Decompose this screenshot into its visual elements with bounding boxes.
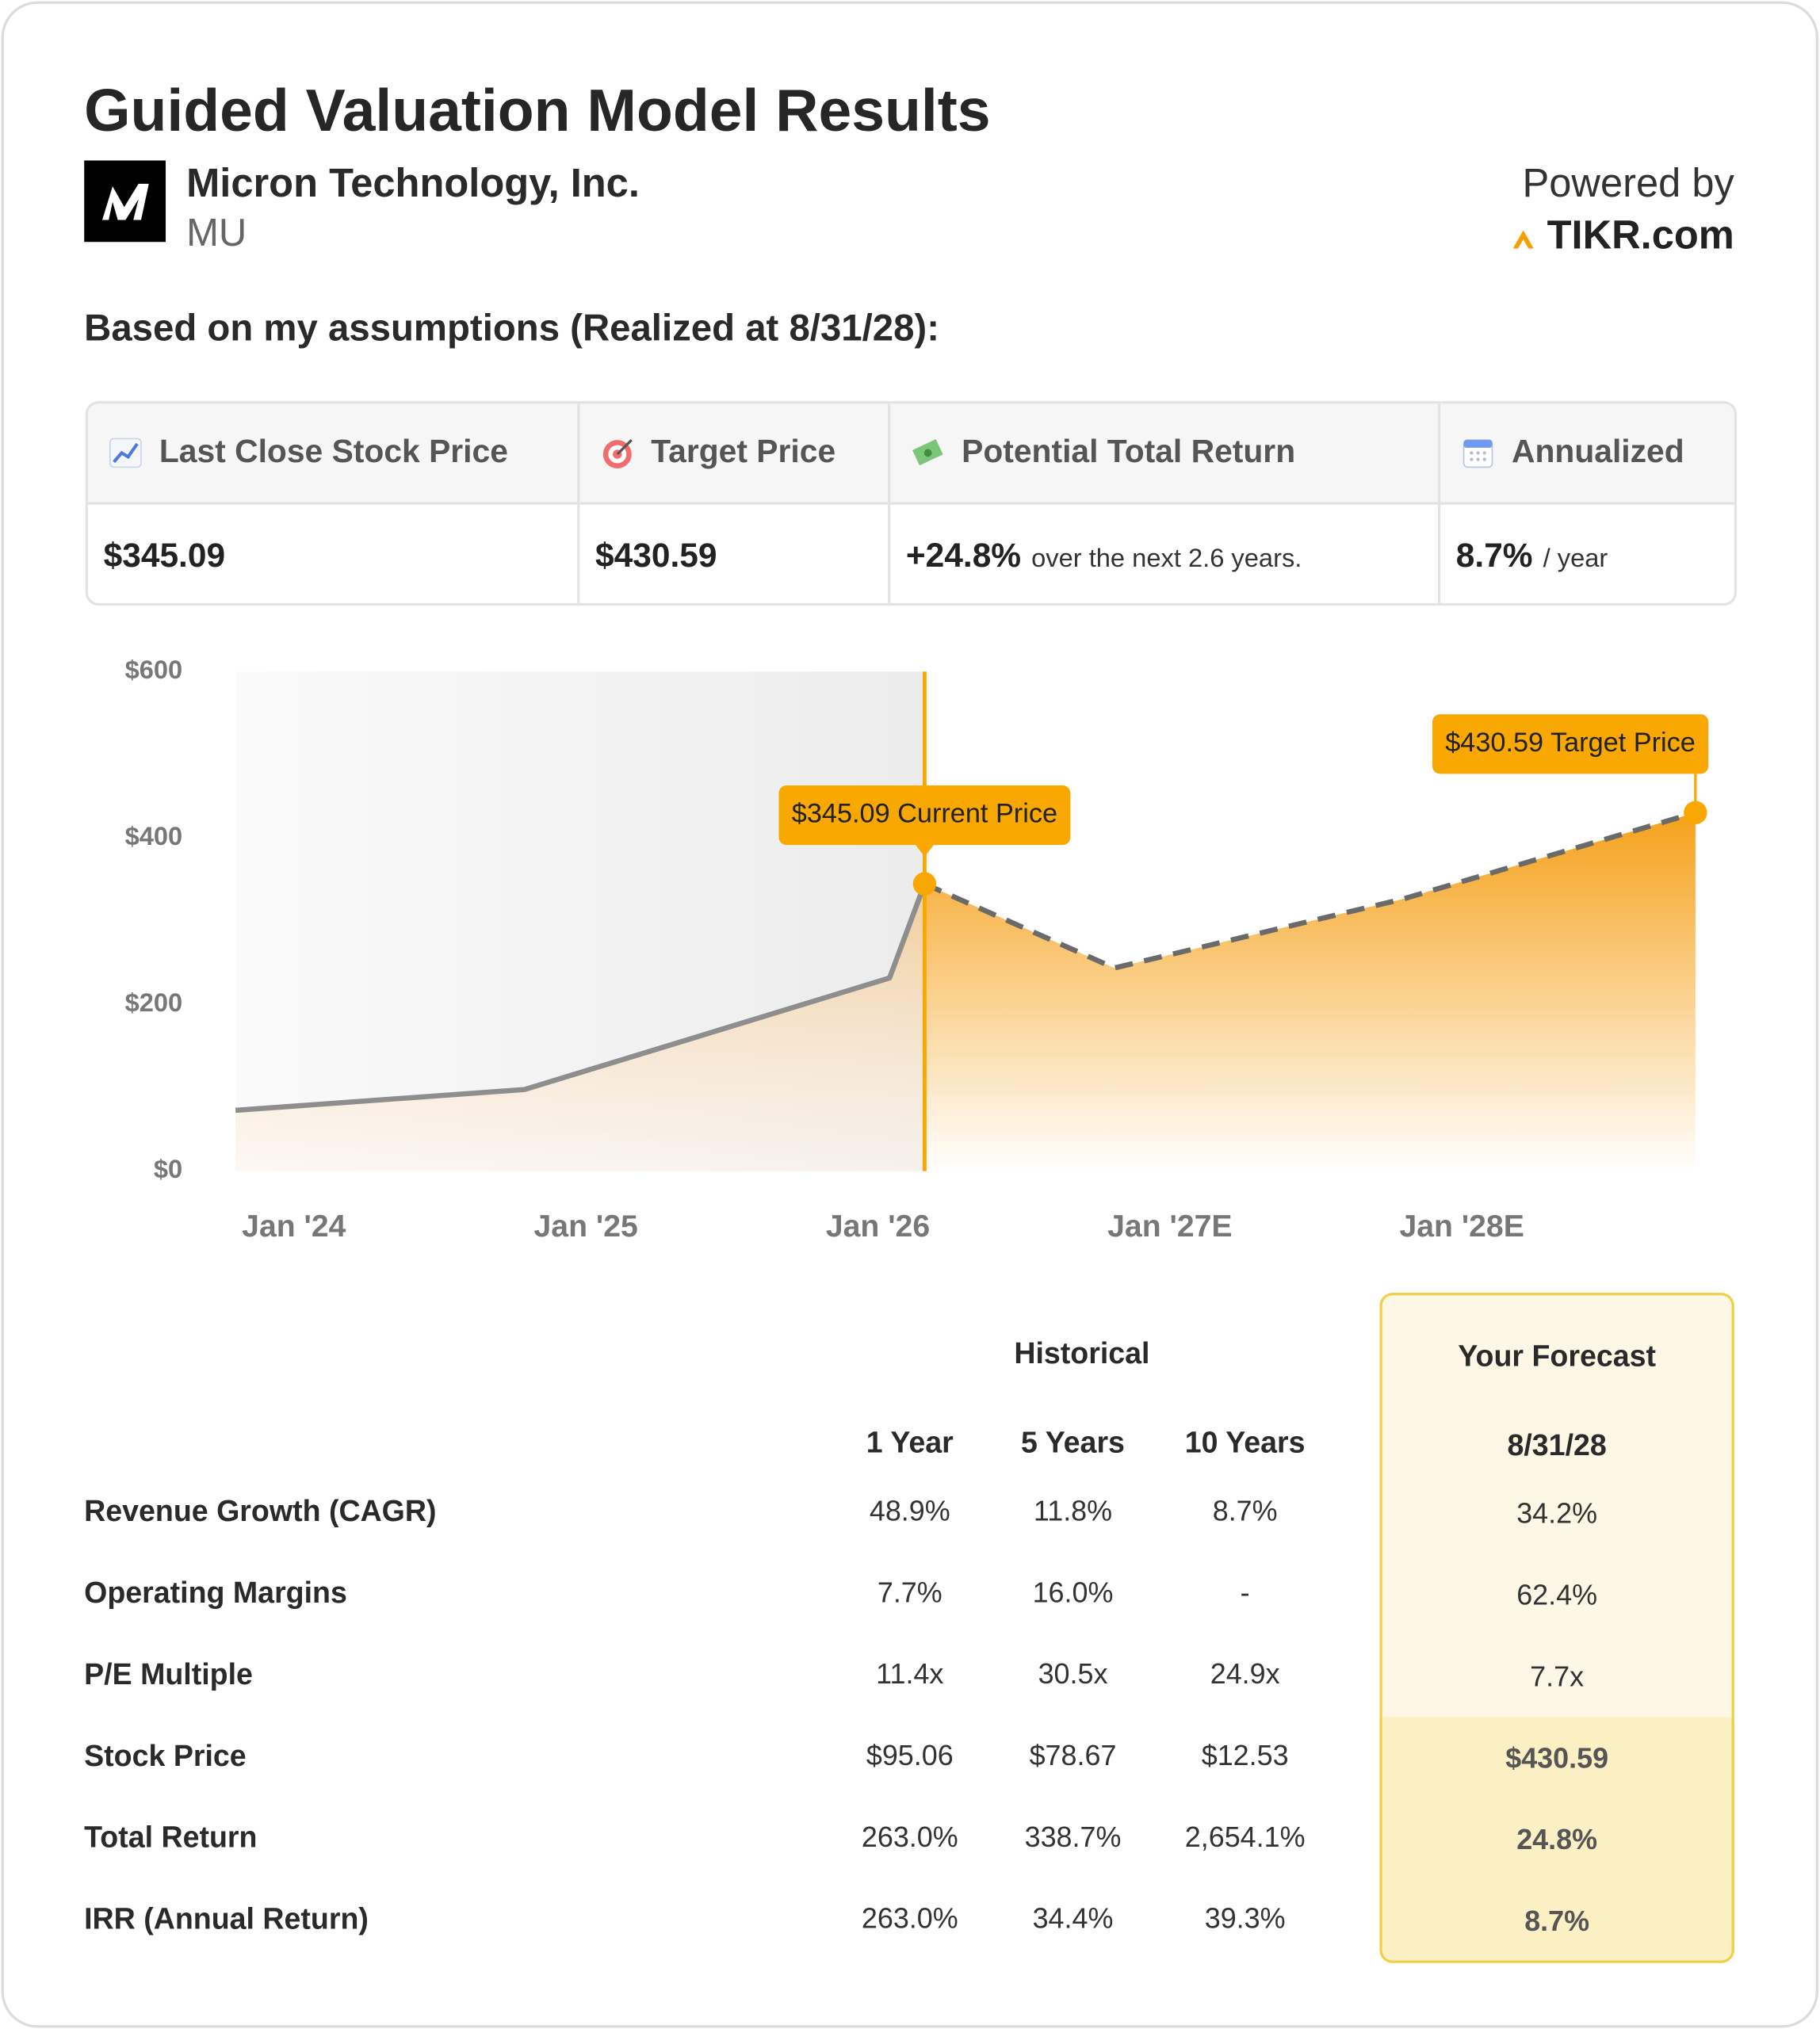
summary-icon bbox=[1462, 439, 1493, 468]
row-label: Operating Margins bbox=[84, 1575, 347, 1610]
callout-text: $430.59 Target Price bbox=[1445, 728, 1696, 758]
table-cell: 30.5x bbox=[1038, 1657, 1108, 1691]
summary-value-row: $430.59 bbox=[595, 536, 717, 576]
y-tick-label: $200 bbox=[125, 988, 183, 1017]
summary-label: Last Close Stock Price bbox=[159, 433, 508, 470]
column-header: 8/31/28 bbox=[1507, 1427, 1607, 1462]
callout-box bbox=[1432, 714, 1709, 774]
y-tick-label: $400 bbox=[125, 821, 183, 850]
forecast-band bbox=[1382, 1717, 1732, 1961]
table-cell: 34.4% bbox=[1032, 1902, 1114, 1935]
callout-box bbox=[778, 785, 1071, 846]
y-tick-label: $0 bbox=[154, 1154, 182, 1183]
summary-header bbox=[88, 403, 1734, 505]
column-header: 10 Years bbox=[1184, 1425, 1306, 1459]
table-cell: 11.8% bbox=[1033, 1494, 1113, 1527]
assumptions-heading: Based on my assumptions (Realized at 8/3… bbox=[84, 308, 939, 350]
table-cell: 263.0% bbox=[861, 1821, 958, 1854]
callout-text: $345.09 Current Price bbox=[792, 799, 1057, 829]
y-tick-label: $600 bbox=[125, 655, 183, 684]
summary-value: +24.8% bbox=[905, 535, 1022, 575]
summary-value-row: $345.09 bbox=[104, 536, 225, 576]
x-tick-label: Jan '27E bbox=[1107, 1209, 1232, 1244]
summary-icon bbox=[602, 438, 633, 469]
table-cell: 48.9% bbox=[869, 1494, 950, 1527]
forecast-cell: 62.4% bbox=[1516, 1578, 1598, 1611]
brand: TIKR.com bbox=[1511, 212, 1734, 259]
summary-value: $430.59 bbox=[595, 535, 717, 575]
historical-heading: Historical bbox=[1014, 1335, 1150, 1370]
row-label: Total Return bbox=[84, 1820, 258, 1854]
summary-value: $345.09 bbox=[103, 535, 226, 575]
callout: $430.59 Target Price bbox=[1432, 714, 1709, 813]
summary-label: Annualized bbox=[1511, 433, 1684, 470]
line bbox=[923, 810, 1696, 971]
point bbox=[912, 872, 937, 896]
table-cell: $95.06 bbox=[866, 1739, 954, 1772]
line bbox=[235, 882, 927, 1114]
x-tick-label: Jan '28E bbox=[1399, 1209, 1524, 1244]
forecast-cell: 34.2% bbox=[1516, 1497, 1598, 1530]
forecast-cell: 8.7% bbox=[1524, 1905, 1590, 1938]
table-cell: 11.4x bbox=[876, 1657, 944, 1691]
forecast-cell: $430.59 bbox=[1505, 1741, 1609, 1775]
summary-label: Target Price bbox=[651, 433, 836, 470]
company-name: Micron Technology, Inc. bbox=[186, 160, 640, 206]
row-label: IRR (Annual Return) bbox=[84, 1901, 369, 1935]
summary-box: Last Close Stock Price $345.09 Target Pric… bbox=[85, 401, 1738, 606]
summary-divider bbox=[888, 403, 891, 603]
chart: $0 $200 $400 $600 Jan '24 Jan '25 Jan '26 Jan '… bbox=[125, 655, 1709, 1244]
column-header: 1 Year bbox=[866, 1425, 954, 1459]
summary-label: Potential Total Return bbox=[962, 433, 1296, 470]
table-cell: $12.53 bbox=[1201, 1739, 1289, 1772]
row-label: Stock Price bbox=[84, 1738, 247, 1772]
summary-note: / year bbox=[1543, 545, 1608, 574]
row-label: Revenue Growth (CAGR) bbox=[84, 1493, 437, 1528]
ticker: MU bbox=[186, 212, 247, 255]
callout: $345.09 Current Price bbox=[778, 785, 1071, 857]
table-cell: 263.0% bbox=[861, 1902, 958, 1935]
forecast-cell: 7.7x bbox=[1530, 1660, 1585, 1693]
table-cell: 338.7% bbox=[1024, 1821, 1122, 1854]
column-header: 5 Years bbox=[1021, 1425, 1125, 1459]
summary-value-row: 8.7% / year bbox=[1456, 536, 1608, 576]
brand-icon bbox=[1513, 230, 1535, 249]
summary-icon bbox=[912, 439, 943, 466]
table-cell: 24.9x bbox=[1210, 1657, 1280, 1691]
powered-by: Powered by bbox=[1522, 160, 1734, 206]
brand-text: TIKR.com bbox=[1547, 212, 1734, 258]
table-cell: $78.67 bbox=[1029, 1739, 1117, 1772]
summary-divider bbox=[577, 403, 580, 603]
table-cell: 16.0% bbox=[1032, 1576, 1114, 1609]
callout-pointer bbox=[915, 845, 934, 857]
x-tick-label: Jan '26 bbox=[826, 1209, 930, 1244]
x-tick-label: Jan '24 bbox=[242, 1209, 346, 1244]
table-cell: 7.7% bbox=[877, 1576, 942, 1609]
summary-note: over the next 2.6 years. bbox=[1031, 545, 1302, 574]
company-logo bbox=[84, 160, 166, 243]
summary-divider bbox=[1437, 403, 1441, 603]
x-tick-label: Jan '25 bbox=[534, 1209, 638, 1244]
table-cell: 2,654.1% bbox=[1184, 1821, 1306, 1854]
forecast-box bbox=[1379, 1293, 1734, 1963]
summary-value: 8.7% bbox=[1455, 535, 1533, 575]
area bbox=[924, 812, 1696, 1171]
row-label: P/E Multiple bbox=[84, 1656, 253, 1691]
table-cell: 39.3% bbox=[1204, 1902, 1286, 1935]
table-cell: 8.7% bbox=[1212, 1494, 1278, 1527]
table-cell: - bbox=[1240, 1576, 1250, 1609]
title: Guided Valuation Model Results bbox=[84, 76, 991, 144]
point bbox=[1684, 801, 1707, 825]
summary-value-row: +24.8% over the next 2.6 years. bbox=[906, 536, 1302, 576]
summary-icon bbox=[109, 438, 142, 468]
forecast-heading: Your Forecast bbox=[1458, 1339, 1657, 1373]
forecast-cell: 24.8% bbox=[1516, 1823, 1598, 1856]
